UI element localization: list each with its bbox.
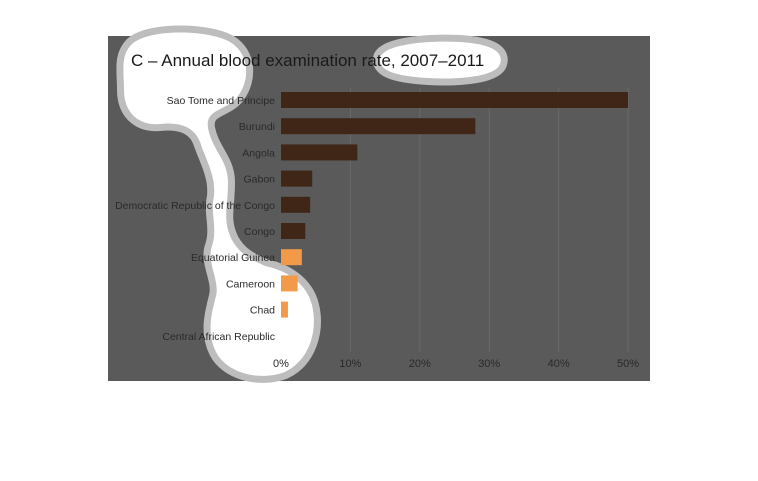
bar [281, 196, 311, 213]
category-label: Cameroon [226, 278, 275, 290]
category-label: Angola [242, 147, 275, 159]
category-label: Equatorial Guinea [191, 252, 275, 264]
bar [281, 144, 358, 161]
bar [281, 275, 298, 292]
highlight-blob-0 [123, 32, 314, 376]
chart-title: C – Annual blood examination rate, 2007–… [131, 51, 484, 70]
category-label: Burundi [239, 121, 275, 133]
bars [281, 92, 628, 318]
x-tick-label: 40% [548, 358, 570, 370]
bar [281, 249, 302, 266]
category-label: Democratic Republic of the Congo [115, 200, 275, 212]
x-tick-label: 30% [478, 358, 500, 370]
x-tick-labels: 0% 10% 20% 30% 40% 50% [273, 358, 639, 370]
bar [281, 301, 288, 318]
x-tick-label: 10% [339, 358, 361, 370]
category-labels: Sao Tome and Principe Burundi Angola Gabon D… [115, 95, 275, 343]
category-label: Sao Tome and Principe [167, 95, 276, 107]
category-label: Gabon [243, 174, 275, 186]
bar [281, 170, 313, 187]
category-label: Central African Republic [162, 331, 275, 343]
bar [281, 223, 306, 239]
gridlines [349, 88, 629, 352]
x-tick-label: 20% [409, 358, 431, 370]
category-label: Chad [250, 305, 275, 317]
x-tick-label: 50% [617, 358, 639, 370]
category-label: Congo [244, 226, 275, 238]
highlight-blob-1 [379, 41, 501, 79]
highlight-overlay [116, 25, 508, 383]
bar [281, 118, 476, 135]
bar [281, 92, 628, 108]
x-tick-label: 0% [273, 358, 289, 370]
